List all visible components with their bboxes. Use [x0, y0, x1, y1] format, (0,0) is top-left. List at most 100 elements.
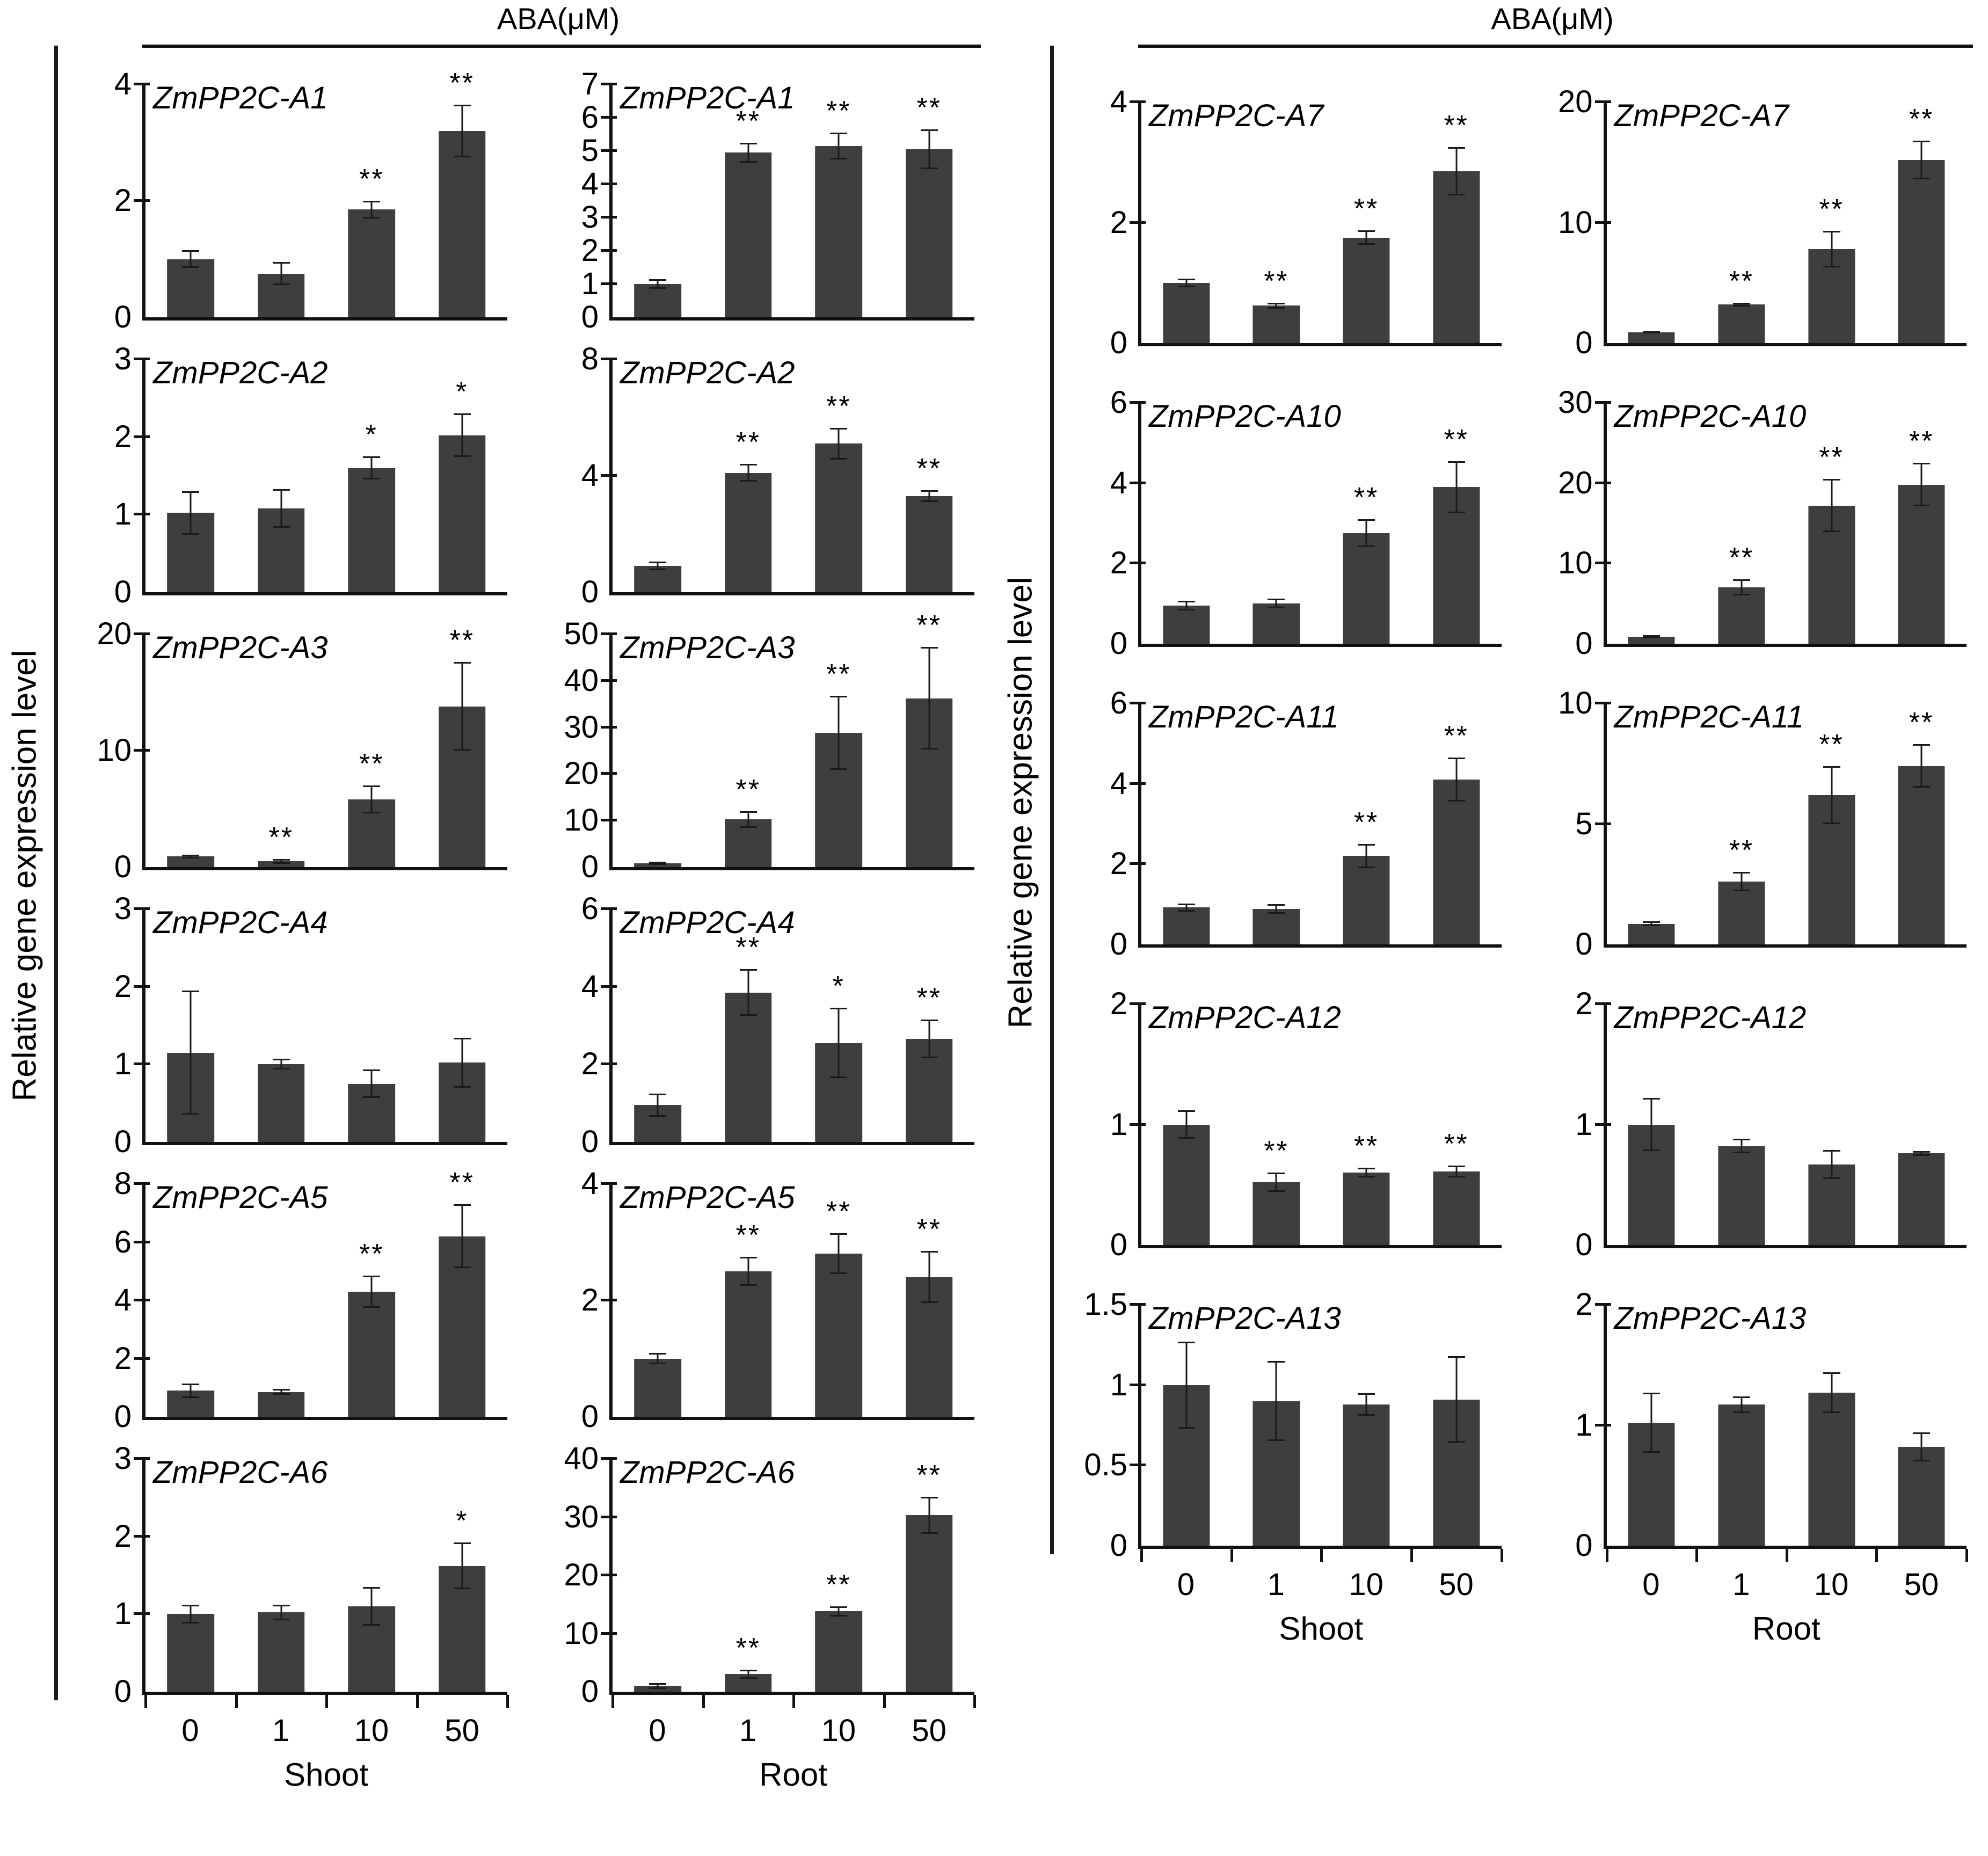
bar-1: [1252, 603, 1300, 644]
error-bar-line: [1275, 1173, 1277, 1192]
error-bar-cap-top: [453, 1038, 471, 1040]
error-bar-cap-top: [1447, 1356, 1465, 1358]
gene-title: ZmPP2C-A5: [620, 1180, 795, 1215]
error-bar-cap-top: [920, 490, 938, 492]
error-bar-cap-top: [182, 1383, 200, 1385]
error-bar-cap-top: [649, 1683, 667, 1685]
chart-row: ZmPP2C-A5 0 2 4 6 8 ** ** ZmPP2C-A5 0 2 4 ** ** **: [62, 1151, 996, 1433]
error-bar: [363, 1275, 381, 1308]
charts-right: ABA(μM) ZmPP2C-A7 0 2 4 ** ** ** ZmPP2C-A7 0 10 20…: [1058, 0, 1988, 1856]
error-bar-cap-top: [1177, 1110, 1195, 1112]
error-bar-line: [190, 855, 192, 858]
error-bar-line: [747, 1256, 749, 1286]
error-bar-line: [1365, 1393, 1367, 1416]
error-bar-line: [370, 1069, 373, 1098]
error-bar-line: [280, 1389, 282, 1395]
error-bar: [1447, 1165, 1465, 1178]
plot-area: ZmPP2C-A4 0 2 4 6 ** * **: [581, 892, 974, 1159]
x-tick-mark: [1785, 1549, 1788, 1562]
error-bar: [920, 129, 938, 170]
y-tick-mark: [601, 216, 617, 219]
error-bar: [272, 1605, 290, 1620]
chart-row: ZmPP2C-A2 0 1 2 3 * * ZmPP2C-A2 0 4 8 ** ** **: [62, 326, 996, 609]
tissue-label-root: Root: [1752, 1611, 1820, 1647]
significance-marker: *: [456, 1505, 469, 1537]
y-tick-label: 0: [581, 1674, 599, 1709]
error-bar-cap-bottom: [363, 1624, 381, 1626]
subplot-ZmPP2C-A4-root: ZmPP2C-A4 0 2 4 6 ** * **: [529, 876, 996, 1159]
error-bar-cap-top: [1732, 302, 1750, 304]
error-bar-cap-bottom: [649, 287, 667, 289]
y-tick-label: 20: [1557, 84, 1593, 119]
error-bar-line: [928, 490, 930, 502]
bar-0: [167, 856, 215, 867]
y-tick-label: 10: [564, 1615, 599, 1651]
error-bar-cap-top: [1358, 1393, 1375, 1395]
y-tick-label: 1: [1110, 1367, 1127, 1402]
error-bar-line: [461, 1542, 463, 1590]
bar-1: [724, 992, 772, 1142]
gene-title: ZmPP2C-A11: [1149, 700, 1339, 734]
error-bar-cap-top: [649, 562, 667, 564]
error-bar-line: [1185, 278, 1188, 287]
bar-0: [634, 1358, 682, 1417]
bar-50: [1433, 487, 1480, 644]
bar-1: [1718, 882, 1765, 944]
error-bar: [182, 855, 200, 858]
error-bar: [363, 1586, 381, 1626]
plot-area: ZmPP2C-A7 0 2 4 ** ** **: [1110, 85, 1502, 360]
error-bar-cap-top: [1447, 758, 1465, 760]
significance-marker: **: [359, 164, 384, 195]
y-tick-label: 50: [564, 616, 599, 651]
gene-title: ZmPP2C-A10: [1614, 399, 1807, 434]
error-bar-cap-top: [1732, 1396, 1750, 1398]
y-tick-label: 4: [114, 67, 132, 101]
error-bar-cap-bottom: [920, 748, 938, 750]
error-bar: [1732, 1139, 1750, 1154]
plot-area: ZmPP2C-A2 0 1 2 3 * *: [114, 343, 507, 609]
significance-marker: **: [916, 92, 942, 123]
gene-title: ZmPP2C-A1: [153, 81, 328, 115]
error-bar-cap-bottom: [182, 533, 200, 535]
error-bar-cap-bottom: [920, 1532, 938, 1534]
error-bar-line: [280, 858, 282, 864]
y-tick-label: 40: [564, 663, 599, 698]
error-bar-line: [461, 1204, 463, 1269]
y-tick-label: 6: [1110, 686, 1127, 720]
y-tick-mark: [1130, 862, 1146, 865]
error-bar: [1268, 1173, 1285, 1192]
y-axis-label-column: Relative gene expression level: [996, 0, 1047, 1856]
y-tick-mark: [601, 907, 617, 910]
gene-title: ZmPP2C-A3: [620, 630, 795, 665]
plot-area: ZmPP2C-A13 0 1 2: [1575, 1288, 1968, 1562]
y-tick-mark: [134, 749, 150, 752]
error-bar-cap-bottom: [453, 155, 471, 157]
x-category-label-1: 1: [272, 1713, 290, 1748]
chart-row: ZmPP2C-A3 0 10 20 ** ** ** ZmPP2C-A3 0 10 20 30 40 50…: [62, 601, 996, 884]
bar-0: [167, 1614, 215, 1692]
error-bar: [182, 250, 200, 268]
error-bar-line: [370, 456, 373, 480]
y-tick-label: 5: [1575, 806, 1593, 841]
significance-marker: **: [1729, 542, 1754, 574]
bar-10: [348, 468, 396, 592]
y-tick-label: 0: [1110, 1528, 1127, 1563]
subplot-ZmPP2C-A13-root: ZmPP2C-A13 0 1 2: [1523, 1254, 1988, 1562]
bar-0: [1163, 282, 1210, 343]
y-tick-mark: [1594, 1423, 1611, 1426]
error-bar-cap-top: [1823, 766, 1840, 768]
y-tick-label: 2: [114, 1341, 132, 1376]
error-bar: [453, 1204, 471, 1269]
error-bar: [1732, 579, 1750, 596]
error-bar: [272, 1389, 290, 1395]
error-bar-cap-bottom: [1358, 866, 1375, 868]
bar-10: [815, 443, 863, 592]
y-tick-label: 0: [581, 1124, 599, 1159]
bar-1: [724, 152, 772, 317]
y-tick-label: 6: [114, 1224, 132, 1260]
error-bar-line: [1831, 231, 1833, 267]
error-bar: [1732, 1396, 1750, 1414]
error-bar-cap-bottom: [1358, 243, 1375, 245]
x-tick-mark: [611, 1695, 614, 1708]
error-bar: [1268, 302, 1285, 309]
